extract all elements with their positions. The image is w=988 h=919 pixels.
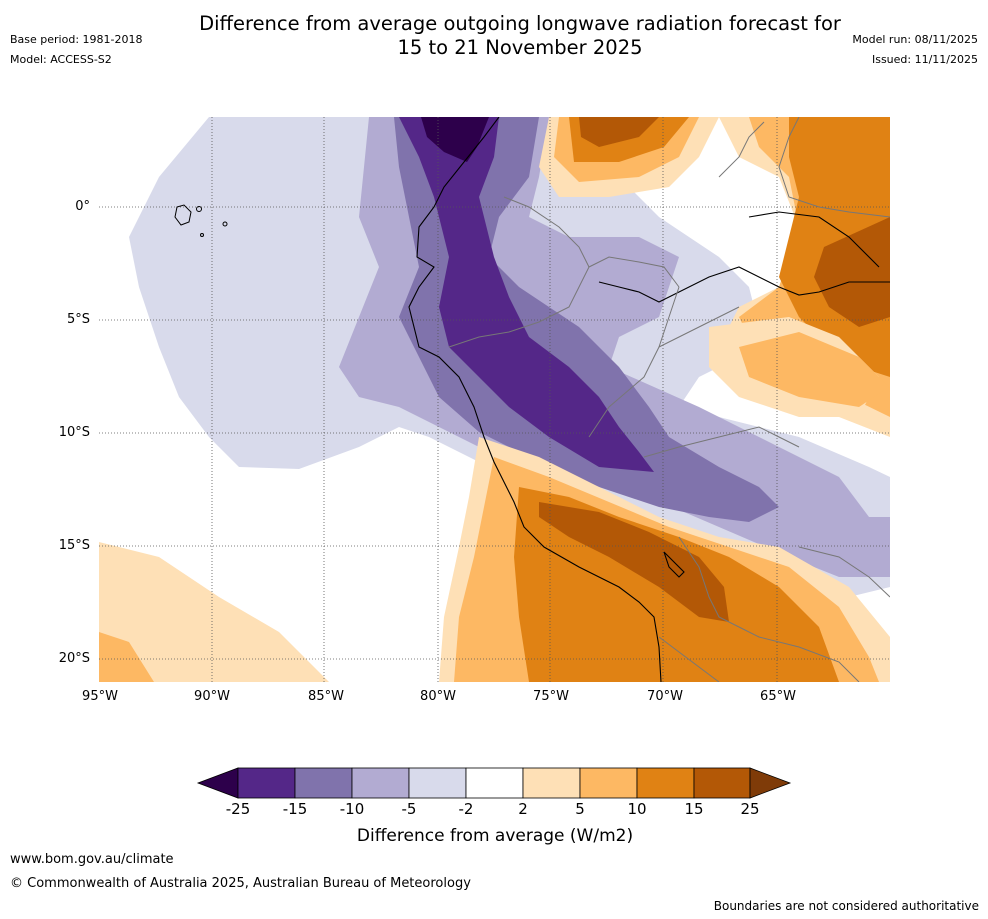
amazon-north-branch (748, 211, 880, 268)
colorbar-tick: -2 (458, 800, 474, 818)
issued-date: Issued: 11/11/2025 (871, 53, 978, 66)
colorbar-tick: 10 (627, 800, 647, 818)
region-mid-orange (739, 332, 889, 407)
colorbar-tick: 25 (740, 800, 760, 818)
galapagos-islet (200, 233, 204, 237)
galapagos-island (174, 204, 192, 226)
colorbar (196, 767, 792, 799)
region-dark-purple (399, 117, 654, 472)
lat-label-5s: 5°S (66, 312, 90, 327)
colorbar-segment (351, 767, 410, 799)
lon-label-85w: 85°W (308, 689, 344, 704)
galapagos-islet (222, 221, 228, 227)
map-title: Difference from average outgoing longwav… (160, 12, 880, 60)
colorbar-segment (465, 767, 524, 799)
galapagos-islet (196, 206, 202, 212)
colorbar-tick: -10 (339, 800, 365, 818)
region-southwest-cream (99, 542, 329, 682)
country-borders (448, 117, 890, 682)
lon-label-80w: 80°W (420, 689, 456, 704)
region-right-brown (814, 217, 890, 327)
lat-label-15s: 15°S (58, 538, 90, 553)
colorbar-segment (636, 767, 695, 799)
title-line-1: Difference from average outgoing longwav… (199, 12, 841, 35)
colorbar-segment (522, 767, 581, 799)
gridlines (99, 117, 890, 682)
amazon-river (598, 266, 890, 303)
website-link[interactable]: www.bom.gov.au/climate (10, 852, 174, 867)
region-top-brown (579, 117, 659, 147)
copyright-text: © Commonwealth of Australia 2025, Austra… (10, 876, 471, 891)
colorbar-segment (294, 767, 353, 799)
colorbar-tick: -5 (401, 800, 417, 818)
region-southwest-orange (99, 632, 154, 682)
lat-label-10s: 10°S (58, 425, 90, 440)
colorbar-tick: -15 (282, 800, 308, 818)
lon-label-70w: 70°W (647, 689, 683, 704)
colorbar-segment (408, 767, 467, 799)
colorbar-label: Difference from average (W/m2) (356, 826, 634, 846)
colorbar-tick: 5 (575, 800, 585, 818)
lon-label-75w: 75°W (533, 689, 569, 704)
colorbar-tick: 15 (684, 800, 704, 818)
disclaimer-text: Boundaries are not considered authoritat… (713, 899, 979, 913)
meta-left: Base period: 1981-2018 Model: ACCESS-S2 (10, 30, 142, 70)
colorbar-tick: 2 (518, 800, 528, 818)
lon-label-95w: 95°W (82, 689, 118, 704)
colorbar-arrow-low (196, 767, 239, 799)
colorbar-segment (579, 767, 638, 799)
colorbar-segment (237, 767, 296, 799)
model-name: Model: ACCESS-S2 (10, 53, 112, 66)
lon-label-90w: 90°W (194, 689, 230, 704)
colorbar-tick: -25 (225, 800, 251, 818)
lat-label-0: 0° (75, 199, 90, 214)
olr-anomaly-map (99, 117, 890, 682)
region-medium-purple (394, 117, 779, 522)
region-darkest-purple (421, 117, 489, 162)
colorbar-segment (693, 767, 751, 799)
title-line-2: 15 to 21 November 2025 (397, 36, 643, 59)
model-run: Model run: 08/11/2025 (852, 33, 978, 46)
colorbar-arrow-high (749, 767, 792, 799)
meta-right: Model run: 08/11/2025 Issued: 11/11/2025 (852, 30, 978, 70)
lake-titicaca (663, 551, 685, 578)
lat-label-20s: 20°S (58, 651, 90, 666)
coastline (408, 117, 662, 682)
base-period: Base period: 1981-2018 (10, 33, 143, 46)
lon-label-65w: 65°W (760, 689, 796, 704)
region-south-brown (539, 502, 729, 622)
